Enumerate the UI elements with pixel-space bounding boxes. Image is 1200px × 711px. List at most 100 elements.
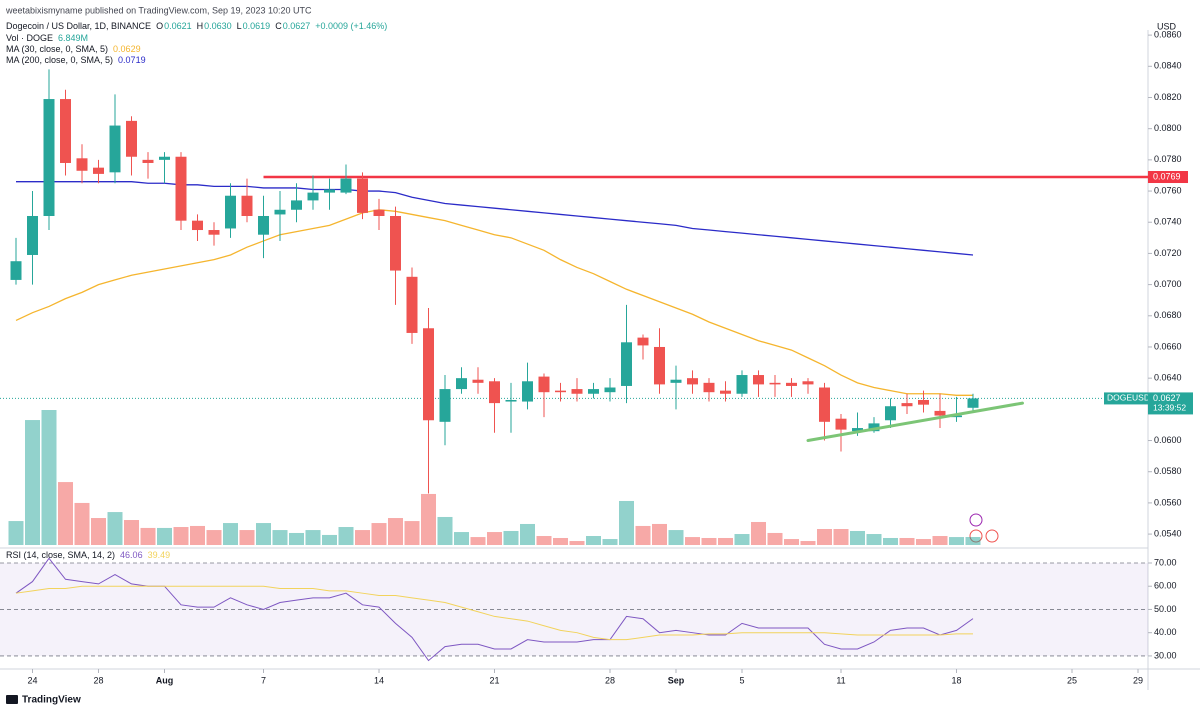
moving-average-line [15,209,973,396]
x-tick-label: Aug [156,675,174,685]
legend-value: 46.06 [120,550,143,560]
volume-bar [734,534,750,545]
volume-bar [421,493,436,545]
volume-bar [520,523,535,545]
candle-body [93,167,104,174]
candle-body [819,387,830,422]
symbol-label-box [1104,392,1148,405]
y-tick-label: 0.0640 [1154,373,1182,383]
publisher: weetabixismyname published on TradingVie… [5,5,312,15]
legend-value: 0.0630 [204,21,232,31]
y-tick-label: 0.0800 [1154,123,1182,133]
volume-bar [652,523,667,545]
candle-body [918,399,929,405]
x-tick-label: 7 [261,675,266,685]
volume-bar [916,539,931,545]
x-tick-label: 28 [605,675,615,685]
level-label: 0.0769 [1153,171,1181,181]
candle-body [489,381,500,404]
volume-bar [685,537,700,545]
rsi-line [15,585,974,641]
x-tick-label: 21 [489,675,499,685]
candle-body [406,276,418,333]
trendline [806,401,1024,443]
volume-bar [91,518,106,545]
volume-bar [470,537,486,545]
candle-body [241,195,253,216]
candle-body [654,346,665,385]
volume-bar [41,410,57,545]
candle-body [76,158,88,171]
volume-bar [850,530,865,545]
rsi-tick-label: 70.00 [1154,557,1177,567]
volume-bar [784,539,799,545]
volume-bar [569,541,585,545]
legend-key: O [156,21,163,31]
candle-body [126,120,137,157]
volume-bar [107,512,123,545]
volume-bar [371,523,387,545]
legend-value: 0.0719 [118,55,146,65]
candle-body [423,328,434,421]
volume-bar [206,530,222,545]
volume-bar [536,536,552,545]
volume-bar [272,530,288,545]
volume-bar [668,530,684,545]
x-tick-label: Sep [668,675,685,685]
y-tick-label: 0.0740 [1154,217,1182,227]
candle-body [951,415,962,418]
volume-bar [883,537,898,545]
candle-body [720,390,731,394]
price-label-box [1148,392,1193,415]
candle-body [340,178,352,193]
legend-rsi: RSI (14, close, SMA, 14, 2) [6,550,115,560]
candle-body [258,215,269,235]
candle-body [307,192,319,201]
volume-bar [223,523,238,545]
y-tick-label: 0.0540 [1154,528,1182,538]
legend-value: 0.0627 [283,21,311,31]
x-tick-label: 18 [951,675,961,685]
legend-value: 0.0621 [164,21,192,31]
candle-body [687,378,698,385]
candle-body [159,156,170,160]
candle-body [43,99,55,216]
rsi-tick-label: 60.00 [1154,581,1177,591]
candle-body [555,390,566,393]
x-tick-label: 25 [1067,675,1077,685]
candle-body [934,410,946,416]
y-tick-label: 0.0700 [1154,279,1182,289]
candle-body [835,418,847,430]
candle-body [27,215,38,255]
y-tick-label: 0.0780 [1154,154,1182,164]
rsi-tick-label: 40.00 [1154,627,1177,637]
candle-body [324,189,335,193]
legend-ma: MA (200, close, 0, SMA, 5) [6,55,113,65]
candle-body [439,389,451,422]
x-tick-label: 5 [739,675,744,685]
candle-body [802,381,814,385]
event-icon [969,513,983,527]
candle-body [456,378,467,390]
x-tick-label: 24 [27,675,37,685]
volume-bar [157,527,172,545]
symbol-label: DOGEUSD [1107,393,1150,403]
volume-bar [173,527,189,545]
y-tick-label: 0.0680 [1154,310,1182,320]
candle-body [604,387,616,393]
volume-bar [58,482,73,545]
y-tick-label: 0.0580 [1154,466,1182,476]
rsi-tick-label: 50.00 [1154,604,1177,614]
volume-bar [586,536,601,545]
candle-body [868,423,880,432]
y-tick-label: 0.0860 [1154,29,1182,39]
candle-body [10,261,22,280]
candle-body [505,399,517,402]
currency: USD [1157,21,1177,31]
x-tick-label: 14 [374,675,384,685]
volume-bar [338,527,354,545]
legend-value: 0.0619 [243,21,271,31]
rsi-line [15,557,974,662]
volume-bar [932,536,948,545]
candle-body [786,382,797,386]
